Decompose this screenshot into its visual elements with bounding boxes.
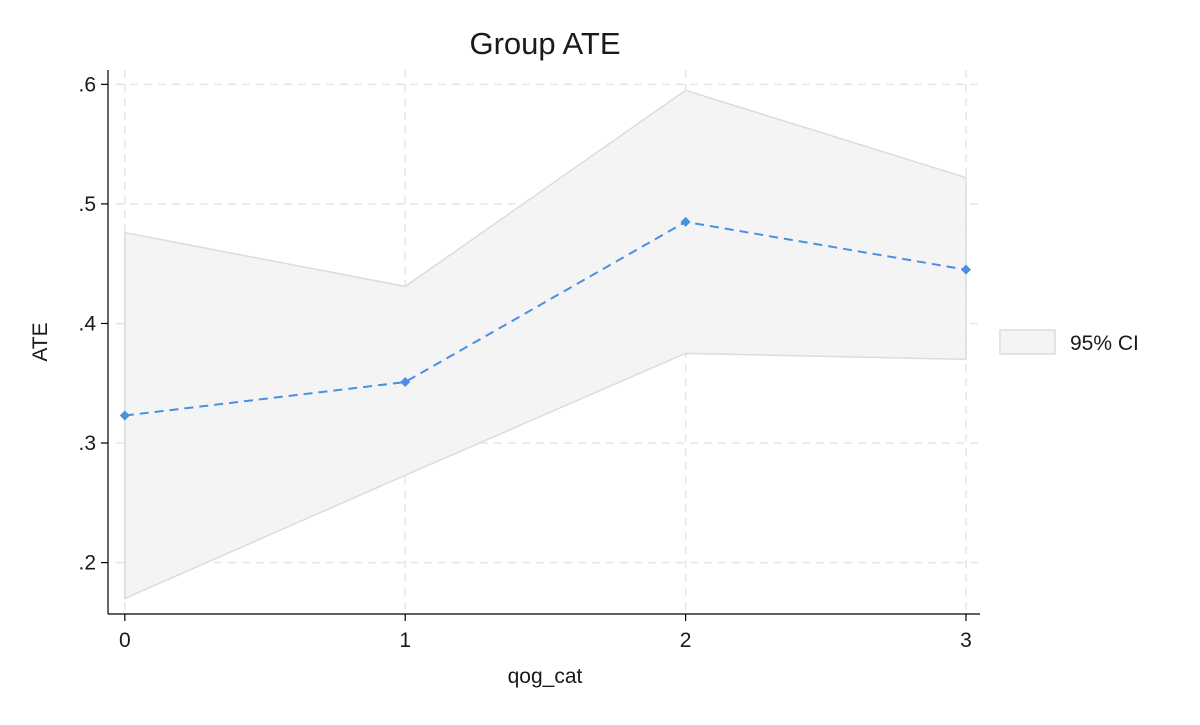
- legend-label-ci: 95% CI: [1070, 332, 1139, 355]
- data-point-0-2: [680, 216, 691, 227]
- axes-layer: .2 .3 .4 .5 .6 0 1 2 3: [78, 70, 980, 652]
- y-tick-label-0: .2: [78, 552, 96, 575]
- legend: 95% CI: [999, 329, 1139, 355]
- y-axis-label: ATE: [29, 322, 52, 361]
- y-tick-label-1: .3: [78, 432, 96, 455]
- data-point-0-3: [960, 264, 971, 275]
- series-line-0: [124, 220, 967, 417]
- data-point-0-1: [400, 377, 411, 388]
- data-point-0-0: [119, 410, 130, 421]
- ci-band: [124, 89, 967, 600]
- y-tick-label-4: .6: [78, 73, 96, 96]
- x-tick-label-3: 3: [960, 629, 972, 652]
- series-layer: [119, 216, 971, 421]
- legend-swatch-ci: [999, 329, 1056, 355]
- x-tick-label-1: 1: [399, 629, 411, 652]
- chart-title: Group ATE: [469, 26, 620, 61]
- y-tick-label-2: .4: [78, 312, 96, 335]
- x-axis-label: qog_cat: [508, 665, 583, 688]
- y-tick-label-3: .5: [78, 193, 96, 216]
- x-tick-label-2: 2: [680, 629, 692, 652]
- ci-band-layer: [124, 89, 967, 600]
- x-tick-label-0: 0: [119, 629, 131, 652]
